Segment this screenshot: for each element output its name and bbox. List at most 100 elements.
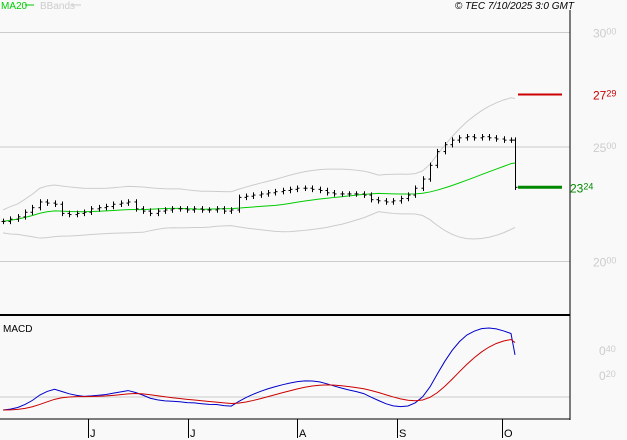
price-bar bbox=[266, 190, 271, 197]
price-bar bbox=[82, 209, 87, 217]
price-bar bbox=[347, 191, 352, 197]
y-tick-label: 2000 bbox=[593, 256, 616, 270]
price-bar bbox=[148, 208, 153, 217]
macd-panel bbox=[2, 327, 516, 411]
price-bar bbox=[354, 191, 359, 197]
price-bar bbox=[60, 201, 65, 217]
price-bar bbox=[1, 218, 6, 225]
price-bar bbox=[457, 135, 462, 143]
y-tick-label: 2500 bbox=[593, 141, 616, 155]
price-bar bbox=[178, 206, 183, 212]
price-bar bbox=[67, 210, 72, 218]
price-bar bbox=[295, 185, 300, 193]
price-bar bbox=[384, 198, 389, 205]
level-label: 2324 bbox=[570, 181, 593, 195]
price-bar bbox=[53, 200, 58, 207]
price-bar bbox=[229, 207, 234, 214]
price-bar bbox=[207, 207, 212, 213]
price-bar bbox=[38, 199, 43, 211]
price-bar bbox=[170, 206, 175, 213]
price-bar bbox=[310, 185, 315, 193]
macd-tick-label: 040 bbox=[599, 344, 616, 358]
price-bar bbox=[30, 204, 35, 216]
price-bar bbox=[156, 208, 161, 217]
price-bar bbox=[494, 135, 499, 142]
price-bar bbox=[443, 141, 448, 155]
price-bar bbox=[487, 133, 492, 141]
x-tick-label: O bbox=[504, 428, 513, 440]
macd-line bbox=[2, 327, 516, 411]
price-bar bbox=[45, 199, 50, 206]
price-bar bbox=[89, 206, 94, 216]
price-bar bbox=[200, 206, 205, 213]
price-bar bbox=[465, 133, 470, 141]
legend-bbands: BBands bbox=[40, 1, 75, 12]
price-bar bbox=[222, 206, 227, 214]
price-bar bbox=[8, 216, 13, 225]
price-bars bbox=[1, 133, 518, 225]
price-bar bbox=[450, 137, 455, 148]
price-bar bbox=[141, 206, 146, 214]
price-bar bbox=[75, 210, 80, 218]
ma20 bbox=[2, 162, 516, 222]
price-bar bbox=[318, 186, 323, 194]
price-bar bbox=[480, 133, 485, 141]
y-tick-label: 3000 bbox=[593, 27, 616, 41]
y-axis-labels: 3000 2500 2000 040 020 2729 2324 bbox=[570, 27, 616, 384]
price-bar bbox=[111, 201, 116, 210]
price-bar bbox=[369, 192, 374, 203]
price-bar bbox=[273, 188, 278, 196]
price-bar bbox=[340, 191, 345, 197]
lower-band bbox=[2, 211, 516, 240]
price-bar bbox=[513, 137, 518, 191]
price-bar bbox=[509, 137, 514, 143]
price-bar bbox=[406, 192, 411, 202]
macd-tick-label: 020 bbox=[599, 369, 616, 383]
price-bar bbox=[104, 203, 109, 211]
price-bar bbox=[325, 187, 330, 196]
price-bar bbox=[399, 195, 404, 204]
price-bar bbox=[376, 196, 381, 204]
grid-lines bbox=[0, 32, 570, 398]
upper-band bbox=[2, 97, 516, 211]
price-levels bbox=[518, 93, 562, 189]
x-tick-label: J bbox=[190, 428, 196, 440]
price-bar bbox=[288, 186, 293, 194]
price-bar bbox=[303, 185, 308, 191]
price-bar bbox=[215, 206, 220, 213]
price-bar bbox=[23, 209, 28, 220]
bollinger-bands bbox=[2, 97, 516, 240]
ma20-line bbox=[2, 162, 516, 222]
price-bar bbox=[413, 185, 418, 198]
price-bar bbox=[259, 191, 264, 198]
x-tick-label: J bbox=[90, 428, 96, 440]
x-tick-label: A bbox=[299, 428, 307, 440]
price-bar bbox=[362, 191, 367, 198]
price-bar bbox=[163, 207, 168, 214]
price-bar bbox=[421, 176, 426, 191]
price-bar bbox=[237, 194, 242, 213]
macd-title: MACD bbox=[3, 324, 32, 335]
price-bar bbox=[185, 206, 190, 213]
price-bar bbox=[119, 200, 124, 207]
x-tick-label: S bbox=[399, 428, 406, 440]
price-bar bbox=[428, 162, 433, 182]
level-label: 2729 bbox=[593, 89, 616, 103]
price-bar bbox=[502, 136, 507, 143]
price-bar bbox=[192, 206, 197, 213]
price-bar bbox=[435, 148, 440, 169]
price-bar bbox=[472, 133, 477, 141]
price-bar bbox=[244, 193, 249, 201]
signal-line bbox=[2, 338, 516, 411]
price-bar bbox=[251, 192, 256, 199]
legend-ma20: MA20 bbox=[1, 1, 28, 12]
price-bar bbox=[126, 199, 131, 206]
copyright-timestamp: © TEC 7/10/2025 3:0 GMT bbox=[455, 1, 575, 12]
price-bar bbox=[332, 190, 337, 197]
price-bar bbox=[134, 199, 139, 212]
price-bar bbox=[97, 204, 102, 212]
price-bar bbox=[16, 214, 21, 222]
price-bar bbox=[391, 198, 396, 205]
